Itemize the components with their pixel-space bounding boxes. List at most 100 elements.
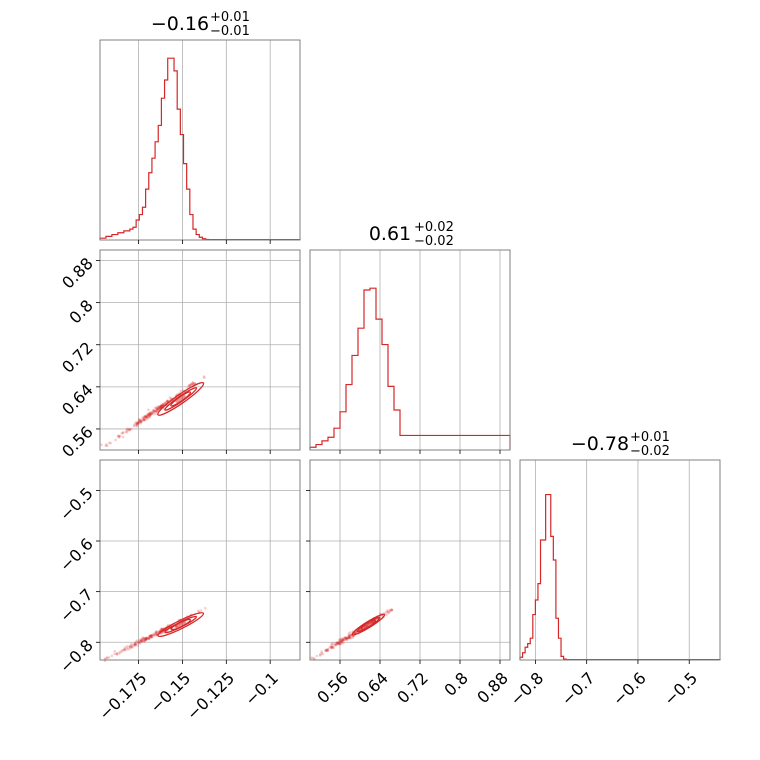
scatter-point	[136, 423, 139, 426]
scatter-point	[347, 632, 350, 635]
scatter-point	[343, 636, 346, 640]
histogram-step-line	[519, 493, 721, 661]
panel-title-lower-error: −0.02	[630, 444, 670, 459]
scatter-point	[154, 633, 158, 637]
scatter-point	[155, 407, 159, 411]
scatter-point	[159, 627, 163, 631]
scatter-point	[153, 632, 156, 635]
scatter-point	[154, 632, 158, 636]
scatter-point	[324, 649, 328, 652]
ticks-layer	[96, 240, 690, 664]
scatter-point	[122, 648, 126, 651]
scatter-point	[123, 646, 127, 650]
scatter-point	[148, 635, 152, 638]
scatter-point	[148, 415, 152, 419]
scatter-point	[347, 636, 350, 639]
scatter-point	[158, 406, 162, 409]
scatter-point	[332, 646, 336, 650]
scatter-point	[103, 657, 107, 660]
scatter-point	[136, 421, 140, 425]
scatter-point	[133, 641, 137, 644]
scatter-point	[150, 633, 154, 637]
scatter-point	[149, 634, 153, 637]
scatter-point	[158, 406, 162, 410]
scatter-point	[330, 645, 334, 649]
scatter-point	[166, 399, 170, 402]
scatter-point	[142, 417, 146, 421]
scatter-point	[121, 435, 125, 439]
scatter-point	[139, 639, 143, 643]
x-tick-label: −0.175	[95, 668, 150, 723]
scatter-point	[137, 641, 141, 644]
scatter-point	[191, 381, 195, 384]
scatter-point	[159, 404, 163, 408]
scatter-point	[134, 642, 138, 646]
scatter-point	[149, 412, 153, 416]
panel-title-lower-error: −0.02	[414, 234, 454, 249]
scatter-point	[155, 410, 159, 414]
scatter-point	[338, 640, 341, 644]
scatter-point	[344, 638, 348, 642]
scatter-point	[137, 421, 140, 424]
scatter-point	[152, 409, 156, 412]
scatter-point	[137, 420, 140, 424]
density-contour	[157, 382, 205, 416]
panel-title-upper-error: +0.01	[630, 430, 670, 445]
scatter-point	[334, 643, 337, 647]
x-tick-label: −0.6	[609, 668, 650, 709]
panel-title-upper-error: +0.02	[414, 220, 454, 235]
scatter-point	[139, 421, 143, 425]
frames-layer	[99, 39, 721, 661]
scatter-point	[148, 411, 152, 415]
scatter-point	[136, 421, 140, 425]
scatter-point	[141, 637, 144, 641]
scatter-point	[329, 644, 333, 647]
scatter-point	[144, 637, 148, 640]
scatter-point	[147, 412, 151, 415]
scatter-point	[133, 644, 137, 647]
density-core	[175, 394, 186, 403]
scatter-point	[348, 636, 351, 639]
scatter-point	[132, 643, 136, 646]
scatter-point	[160, 403, 164, 407]
histogram-step-line	[309, 287, 511, 450]
scatter-point	[147, 637, 151, 640]
scatter-point	[115, 652, 119, 655]
scatter-point	[338, 641, 342, 645]
scatter-point	[107, 441, 111, 445]
scatter-point	[113, 649, 116, 653]
scatter-point	[128, 428, 131, 431]
panel-title-value: 0.61	[369, 223, 411, 245]
scatter-point	[344, 636, 347, 639]
scatter-point	[152, 410, 155, 414]
scatter-point	[138, 642, 142, 645]
scatter-point	[152, 409, 156, 412]
scatter-point	[337, 641, 340, 645]
scatter-point	[105, 443, 108, 446]
scatter-point	[107, 656, 111, 659]
scatter-point	[329, 646, 333, 649]
grid-layer	[100, 40, 690, 660]
scatter-point	[150, 634, 154, 637]
y-tick-label: 0.64	[58, 380, 97, 419]
scatter-point	[388, 609, 392, 612]
scatter-point	[120, 432, 123, 435]
scatter-point	[337, 642, 340, 645]
scatter-point	[129, 644, 132, 648]
x-tick-label: 0.56	[313, 668, 352, 707]
scatter-point	[141, 416, 144, 419]
scatter-point	[204, 606, 207, 610]
x-tick-label: 0.8	[440, 668, 471, 699]
scatter-point	[136, 421, 140, 425]
scatter-point	[345, 636, 349, 640]
scatter-point	[105, 656, 109, 659]
scatter-point	[145, 416, 148, 419]
scatter-point	[148, 411, 152, 415]
scatter-point	[336, 641, 340, 644]
y-tick-label: 0.72	[58, 338, 97, 377]
scatter-point	[127, 427, 131, 431]
scatter-point	[141, 418, 145, 421]
scatter-point	[348, 634, 351, 637]
scatter-point	[157, 407, 161, 411]
scatter-point	[347, 636, 350, 640]
